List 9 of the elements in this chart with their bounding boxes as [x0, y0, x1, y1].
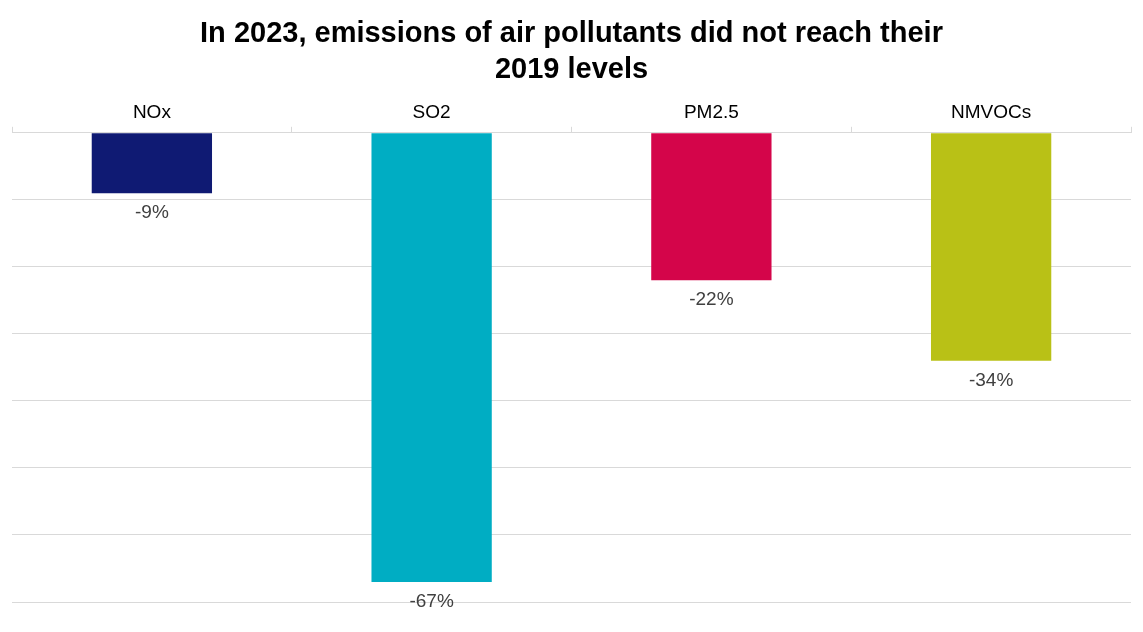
x-tick-label: PM2.5: [683, 100, 739, 122]
x-tick-label: NMVOCs: [951, 100, 1032, 122]
data-label: -67%: [409, 590, 454, 612]
x-tick-label: NOx: [132, 100, 172, 122]
x-tick-label: SO2: [412, 100, 451, 122]
data-label: -9%: [134, 201, 169, 223]
data-label: -22%: [689, 288, 734, 310]
data-label: -34%: [968, 368, 1014, 390]
chart-title: In 2023, emissions of air pollutants did not reach their 2019 levels: [199, 15, 944, 86]
